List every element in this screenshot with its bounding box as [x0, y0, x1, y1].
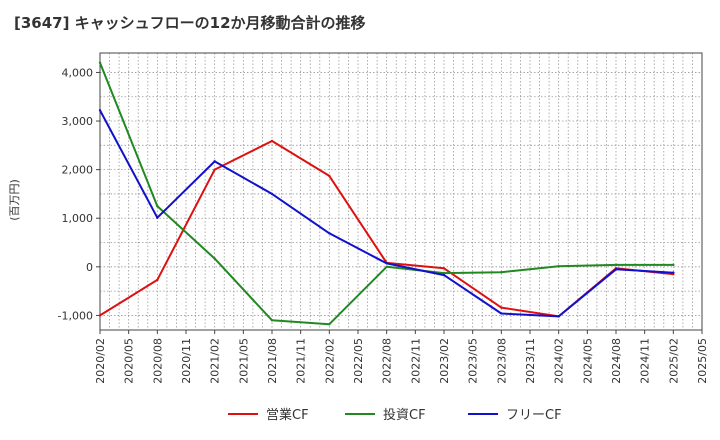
legend-label: フリーCF: [506, 408, 562, 423]
series-3: [98, 109, 675, 318]
data-point: [500, 312, 503, 315]
data-point: [213, 168, 216, 171]
y-tick-label: 1,000: [62, 212, 94, 225]
data-point: [270, 319, 274, 322]
x-tick-label: 2022/08: [381, 338, 394, 384]
data-point: [557, 265, 560, 268]
data-point: [156, 278, 159, 282]
legend-label: 投資CF: [383, 407, 426, 423]
y-tick-label: 0: [86, 261, 93, 274]
plot-area: [99, 52, 703, 331]
data-point: [500, 306, 503, 309]
data-point: [500, 270, 503, 274]
data-point: [328, 322, 331, 326]
y-axis: -1,000 0 1,000 2,000 3,000 4,000: [58, 66, 100, 322]
data-point: [442, 273, 446, 277]
data-point: [557, 315, 560, 318]
x-tick-label: 2020/02: [94, 338, 107, 384]
data-point: [328, 232, 331, 235]
y-tick-label: 2,000: [62, 164, 94, 177]
x-tick-label: 2024/02: [553, 338, 566, 384]
x-tick-label: 2024/05: [581, 338, 594, 384]
data-point: [156, 204, 159, 208]
x-tick-label: 2021/11: [295, 338, 308, 384]
data-point: [442, 267, 446, 270]
x-tick-label: 2021/08: [266, 338, 279, 384]
data-point: [672, 271, 675, 274]
x-tick-label: 2020/08: [151, 338, 164, 384]
data-point: [98, 314, 102, 317]
x-axis: 2020/02 2020/05 2020/08 2020/11 2021/02 2021/…: [94, 330, 709, 384]
data-point: [156, 216, 159, 219]
data-point: [385, 265, 388, 269]
legend-label: 営業CF: [266, 407, 309, 423]
x-tick-label: 2024/08: [610, 338, 623, 384]
x-tick-label: 2022/05: [352, 338, 365, 384]
data-point: [328, 174, 331, 178]
data-point: [213, 160, 216, 163]
x-tick-label: 2023/08: [495, 338, 508, 384]
x-tick-label: 2021/05: [237, 338, 250, 384]
y-tick-label: 4,000: [62, 66, 94, 79]
x-tick-label: 2020/11: [180, 338, 193, 384]
data-point: [614, 263, 618, 267]
data-point: [614, 268, 618, 271]
data-point: [672, 263, 675, 267]
x-tick-label: 2024/11: [639, 338, 652, 384]
data-point: [98, 109, 102, 112]
x-tick-label: 2023/02: [438, 338, 451, 384]
data-point: [213, 257, 216, 260]
chart-title: [3647] キャッシュフローの12か月移動合計の推移: [14, 14, 366, 32]
series-2: [98, 61, 675, 326]
x-tick-label: 2023/11: [524, 338, 537, 384]
x-tick-label: 2020/05: [123, 338, 136, 384]
data-point: [442, 271, 446, 275]
x-tick-label: 2022/02: [323, 338, 336, 384]
series: [98, 61, 675, 326]
legend: 営業CF 投資CF フリーCF: [228, 407, 562, 423]
data-point: [270, 139, 274, 143]
y-tick-label: -1,000: [58, 309, 93, 322]
grid: [100, 53, 702, 330]
y-tick-label: 3,000: [62, 115, 94, 128]
data-point: [385, 262, 388, 265]
x-tick-label: 2022/11: [409, 338, 422, 384]
x-tick-label: 2025/02: [667, 338, 680, 384]
x-tick-label: 2021/02: [209, 338, 222, 384]
data-point: [270, 192, 274, 196]
data-point: [98, 61, 102, 64]
x-tick-label: 2025/05: [696, 338, 709, 384]
y-axis-label: (百万円): [8, 179, 21, 221]
x-tick-label: 2023/05: [467, 338, 480, 384]
